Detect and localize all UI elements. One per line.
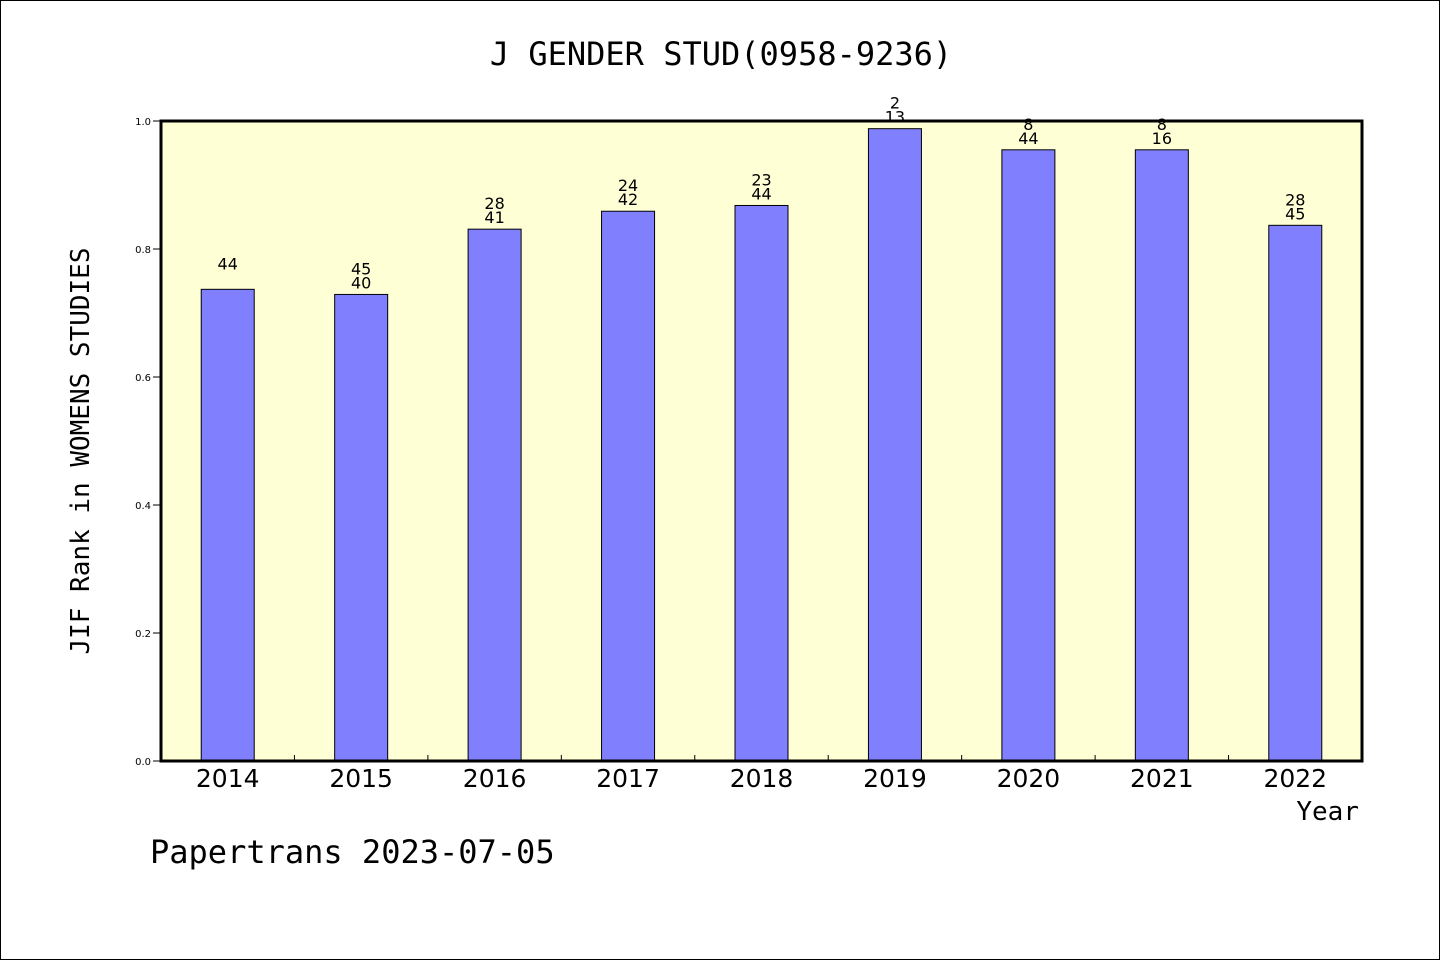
rank-position-label: 28 xyxy=(1285,190,1305,209)
x-tick-label: 2014 xyxy=(196,764,260,793)
rank-position-label: 8 xyxy=(1023,115,1033,134)
rank-total-label: 41 xyxy=(484,208,504,227)
rank-position-label: 24 xyxy=(618,176,638,195)
x-tick-label: 2016 xyxy=(463,764,527,793)
rank-position-label: 2 xyxy=(890,94,900,113)
rank-total-label: 42 xyxy=(618,190,638,209)
bar-2017 xyxy=(601,210,656,762)
rank-position-label: 45 xyxy=(351,259,371,278)
x-tick-label: 2021 xyxy=(1130,764,1194,793)
footer-note: Papertrans 2023-07-05 xyxy=(150,833,555,871)
y-tick-label: 1.0 xyxy=(135,117,151,128)
y-tick-label: 0.8 xyxy=(135,245,151,256)
rank-position-label: 28 xyxy=(484,194,504,213)
bar-2020 xyxy=(1001,149,1056,762)
bar-2019 xyxy=(867,128,922,762)
rank-position-label: 8 xyxy=(1157,115,1167,134)
rank-total-label: 16 xyxy=(1152,129,1172,148)
bar-2021 xyxy=(1134,149,1189,762)
bar-2015 xyxy=(334,293,389,762)
y-tick-label: 0.4 xyxy=(135,501,151,512)
chart-title: J GENDER STUD(0958-9236) xyxy=(489,35,953,73)
rank-total-label: 45 xyxy=(1285,204,1305,223)
plot-border xyxy=(159,119,1364,763)
y-axis-label: JIF Rank in WOMENS STUDIES xyxy=(66,247,96,655)
bar-2022 xyxy=(1268,224,1323,762)
y-tick-label: 0.2 xyxy=(135,629,151,640)
x-tick-label: 2022 xyxy=(1263,764,1327,793)
rank-total-label: 44 xyxy=(751,184,771,203)
bar-2016 xyxy=(467,228,522,762)
rank-total-label: 44 xyxy=(1018,129,1038,148)
x-axis-label: Year xyxy=(1296,797,1359,827)
x-tick-label: 2017 xyxy=(596,764,660,793)
x-tick-label: 2020 xyxy=(997,764,1061,793)
rank-total-label: 40 xyxy=(351,273,371,292)
y-tick-label: 0.0 xyxy=(135,757,151,768)
bar-2018 xyxy=(734,204,789,762)
bar-2014 xyxy=(200,288,255,762)
rank-position-label: 23 xyxy=(751,170,771,189)
x-tick-label: 2015 xyxy=(329,764,393,793)
rank-total-label: 44 xyxy=(218,254,238,273)
x-tick-label: 2018 xyxy=(730,764,794,793)
x-tick-label: 2019 xyxy=(863,764,927,793)
y-tick-label: 0.6 xyxy=(135,373,151,384)
